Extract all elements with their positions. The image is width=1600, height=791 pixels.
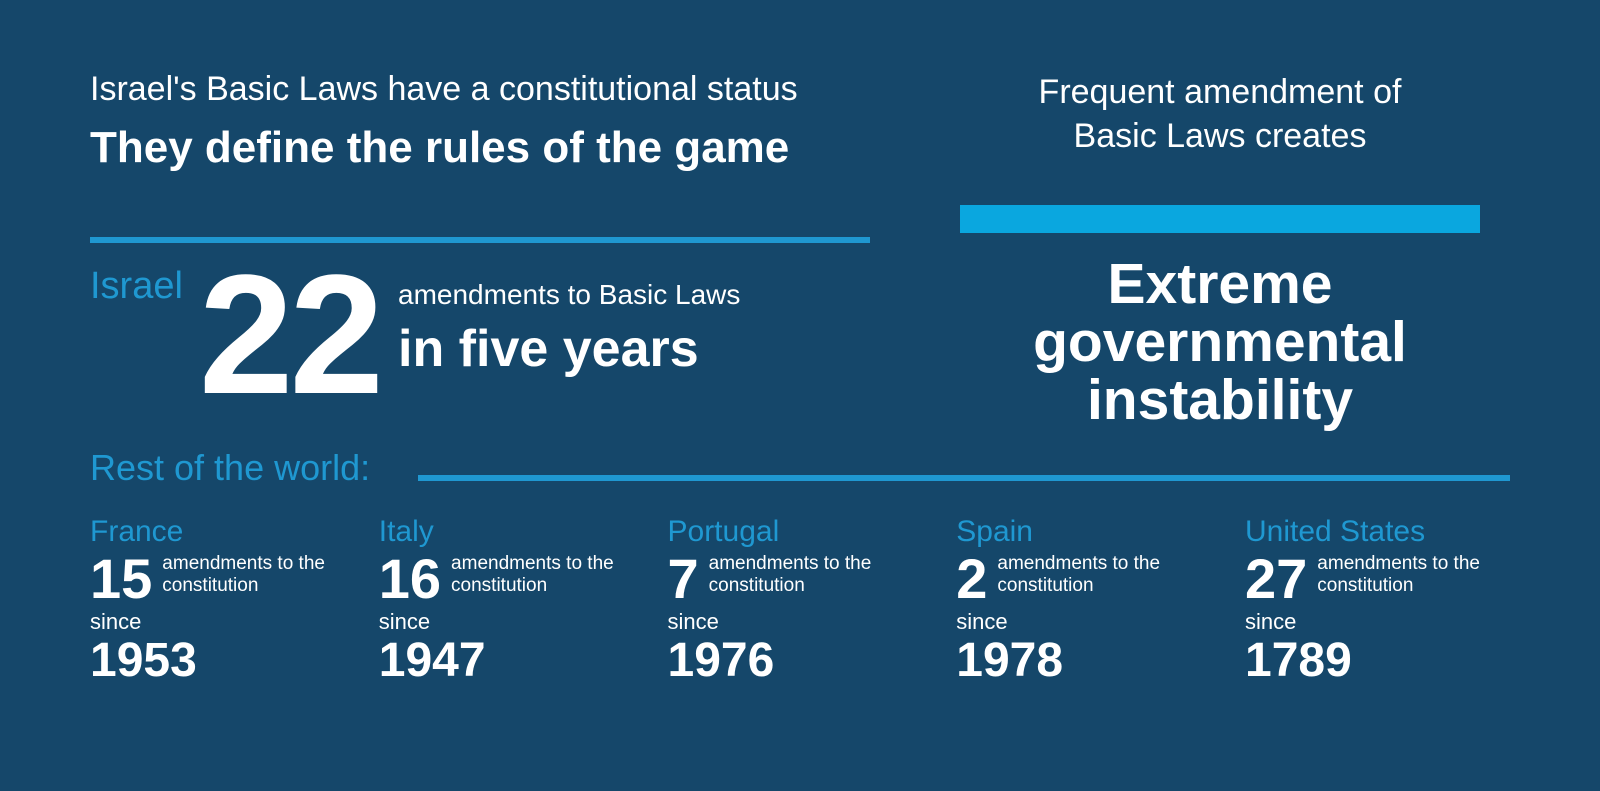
country-since-label: since: [1245, 609, 1510, 635]
country-year: 1978: [956, 633, 1221, 688]
country-france: France 15 amendments to the constitution…: [90, 515, 355, 688]
left-top-block: Israel's Basic Laws have a constitutiona…: [90, 70, 870, 173]
country-value: 27: [1245, 551, 1307, 607]
country-united-states: United States 27 amendments to the const…: [1245, 515, 1510, 688]
right-big-line1: Extreme: [960, 255, 1480, 313]
right-lead-line1: Frequent amendment of: [960, 70, 1480, 114]
country-name: Spain: [956, 515, 1221, 549]
israel-label: Israel: [90, 265, 183, 308]
country-amend-label: amendments to the constitution: [709, 553, 933, 597]
country-amend-label: amendments to the constitution: [1317, 553, 1510, 597]
country-value: 15: [90, 551, 152, 607]
country-amend-label: amendments to the constitution: [997, 553, 1221, 597]
country-name: United States: [1245, 515, 1510, 549]
country-italy: Italy 16 amendments to the constitution …: [379, 515, 644, 688]
israel-desc: amendments to Basic Laws in five years: [398, 279, 740, 379]
right-bright-bar: [960, 205, 1480, 233]
country-year: 1953: [90, 633, 355, 688]
infographic-panel: Israel's Basic Laws have a constitutiona…: [0, 0, 1600, 791]
israel-desc-bottom: in five years: [398, 319, 740, 379]
country-value: 7: [668, 551, 699, 607]
left-headline-text: They define the rules of the game: [90, 123, 870, 173]
country-year: 1789: [1245, 633, 1510, 688]
country-since-label: since: [379, 609, 644, 635]
left-lead-text: Israel's Basic Laws have a constitutiona…: [90, 70, 870, 109]
right-big-line2: governmental: [960, 313, 1480, 371]
country-amend-label: amendments to the constitution: [451, 553, 644, 597]
country-name: Portugal: [668, 515, 933, 549]
country-name: Italy: [379, 515, 644, 549]
rest-of-world-divider: [418, 475, 1510, 481]
countries-row: France 15 amendments to the constitution…: [90, 515, 1510, 688]
country-value: 2: [956, 551, 987, 607]
country-name: France: [90, 515, 355, 549]
country-year: 1976: [668, 633, 933, 688]
israel-stat-block: Israel 22 amendments to Basic Laws in fi…: [90, 255, 870, 417]
country-since-label: since: [956, 609, 1221, 635]
right-big-block: Extreme governmental instability: [960, 255, 1480, 429]
country-spain: Spain 2 amendments to the constitution s…: [956, 515, 1221, 688]
israel-desc-top: amendments to Basic Laws: [398, 279, 740, 311]
country-year: 1947: [379, 633, 644, 688]
country-since-label: since: [90, 609, 355, 635]
right-big-line3: instability: [960, 371, 1480, 429]
country-portugal: Portugal 7 amendments to the constitutio…: [668, 515, 933, 688]
right-lead-line2: Basic Laws creates: [960, 114, 1480, 158]
israel-value: 22: [199, 255, 380, 417]
right-top-block: Frequent amendment of Basic Laws creates: [960, 70, 1480, 158]
country-since-label: since: [668, 609, 933, 635]
country-amend-label: amendments to the constitution: [162, 553, 355, 597]
country-value: 16: [379, 551, 441, 607]
rest-of-world-label: Rest of the world:: [90, 447, 370, 489]
